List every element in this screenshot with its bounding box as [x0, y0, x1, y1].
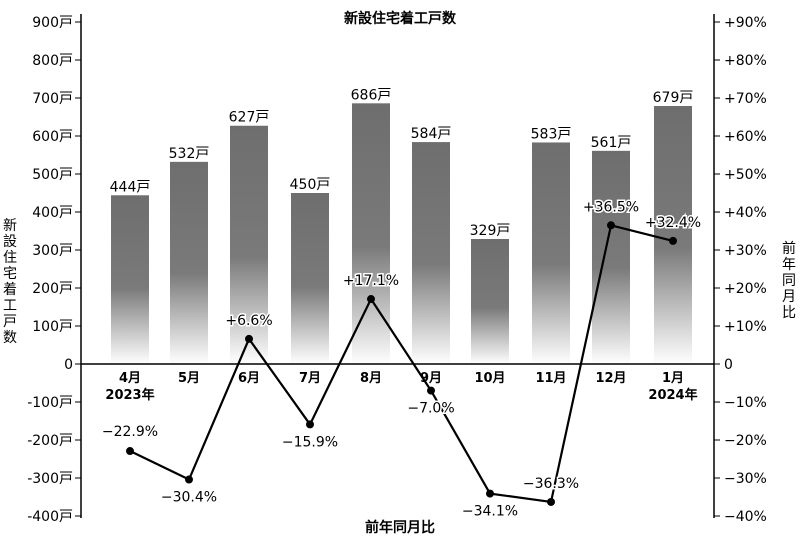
category-label: 10月 [474, 371, 505, 386]
category-label: 5月 [178, 371, 200, 386]
yoy-point [607, 221, 615, 230]
yoy-point [245, 334, 253, 343]
yoy-point [427, 386, 435, 395]
right-tick-label: −30% [724, 471, 767, 487]
bar [654, 105, 692, 364]
bar [170, 161, 208, 364]
bar [412, 142, 450, 364]
yoy-label: −22.9% [102, 424, 158, 440]
bar [352, 103, 390, 364]
yoy-point [547, 497, 555, 506]
left-tick-label: 700戸 [32, 91, 73, 107]
left-tick-label: -400戸 [27, 509, 73, 525]
left-tick-label: -300戸 [27, 471, 73, 487]
yoy-point [306, 420, 314, 429]
yoy-label: −34.1% [462, 504, 518, 520]
bars-group: 444戸 532戸 627戸 450戸 686戸 584戸 329戸 583戸 561戸 679戸 [110, 87, 694, 365]
category-label: 12月 [595, 371, 626, 386]
left-tick-label: 600戸 [32, 129, 73, 145]
yoy-label: +36.5% [583, 199, 639, 215]
yoy-point [126, 447, 134, 456]
category-label: 1月 [662, 371, 684, 386]
right-tick-label: +20% [724, 281, 767, 297]
category-label: 6月 [238, 371, 260, 386]
year-label: 2023年 [105, 387, 154, 403]
bar-value-label: 686戸 [351, 87, 392, 103]
yoy-label: −36.3% [523, 476, 579, 492]
left-tick-label: -100戸 [27, 395, 73, 411]
right-tick-label: +60% [724, 129, 767, 145]
bar [291, 193, 329, 364]
yoy-label: −15.9% [282, 434, 338, 450]
category-label: 9月 [420, 371, 442, 386]
category-label: 7月 [299, 371, 321, 386]
bar [111, 195, 149, 364]
yoy-label: −30.4% [161, 490, 217, 506]
category-label: 11月 [535, 371, 566, 386]
category-label: 4月 [119, 371, 141, 386]
bar-value-label: 584戸 [411, 126, 452, 142]
chart-title: 新設住宅着工戸数 [344, 10, 457, 27]
right-tick-label: +10% [724, 319, 767, 335]
yoy-point [486, 489, 494, 498]
left-tick-label: 0 [64, 357, 73, 373]
bar-value-label: 532戸 [169, 146, 210, 162]
right-tick-label: +40% [724, 205, 767, 221]
bar-value-label: 329戸 [470, 223, 511, 239]
right-tick-label: +50% [724, 167, 767, 183]
left-tick-label: 400戸 [32, 205, 73, 221]
left-tick-label: 900戸 [32, 15, 73, 31]
left-tick-label: -200戸 [27, 433, 73, 449]
bar-value-label: 444戸 [110, 179, 151, 195]
left-axis-label: 新設住宅着工戸数 [3, 218, 17, 346]
bar-value-label: 583戸 [531, 126, 572, 142]
category-label: 8月 [360, 371, 382, 386]
right-tick-label: +30% [724, 243, 767, 259]
right-tick-label: +70% [724, 91, 767, 107]
right-tick-label: 0 [724, 357, 733, 373]
yoy-label: −7.0% [407, 401, 454, 417]
yoy-point [185, 475, 193, 484]
left-tick-label: 300戸 [32, 243, 73, 259]
axes-group: -400戸 -300戸 -200戸 -100戸 0 100戸 200戸 300戸 400戸 500… [27, 14, 767, 525]
left-tick-label: 800戸 [32, 53, 73, 69]
left-tick-label: 200戸 [32, 281, 73, 297]
x-axis-label: 前年同月比 [365, 519, 435, 536]
year-label: 2024年 [648, 387, 697, 403]
right-tick-label: −10% [724, 395, 767, 411]
yoy-label: +17.1% [343, 273, 399, 289]
right-tick-label: +80% [724, 53, 767, 69]
yoy-point [367, 295, 375, 304]
bar [592, 150, 630, 364]
line-group: −22.9% −30.4% +6.6% −15.9% +17.1% −7.0% −34.1%… [100, 198, 702, 521]
yoy-label: +6.6% [225, 313, 272, 329]
bar [471, 238, 509, 364]
left-tick-label: 100戸 [32, 319, 73, 335]
right-tick-label: −40% [724, 509, 767, 525]
right-tick-label: −20% [724, 433, 767, 449]
bar-value-label: 679戸 [653, 90, 694, 106]
bar-value-label: 627戸 [229, 110, 270, 126]
right-axis-label: 前年同月比 [782, 240, 796, 321]
yoy-point [669, 236, 677, 245]
left-tick-label: 500戸 [32, 167, 73, 183]
bar [230, 125, 268, 365]
right-tick-label: +90% [724, 15, 767, 31]
bar-value-label: 561戸 [591, 135, 632, 151]
bar [532, 142, 570, 364]
bar-value-label: 450戸 [290, 177, 331, 193]
yoy-label: +32.4% [645, 215, 701, 231]
